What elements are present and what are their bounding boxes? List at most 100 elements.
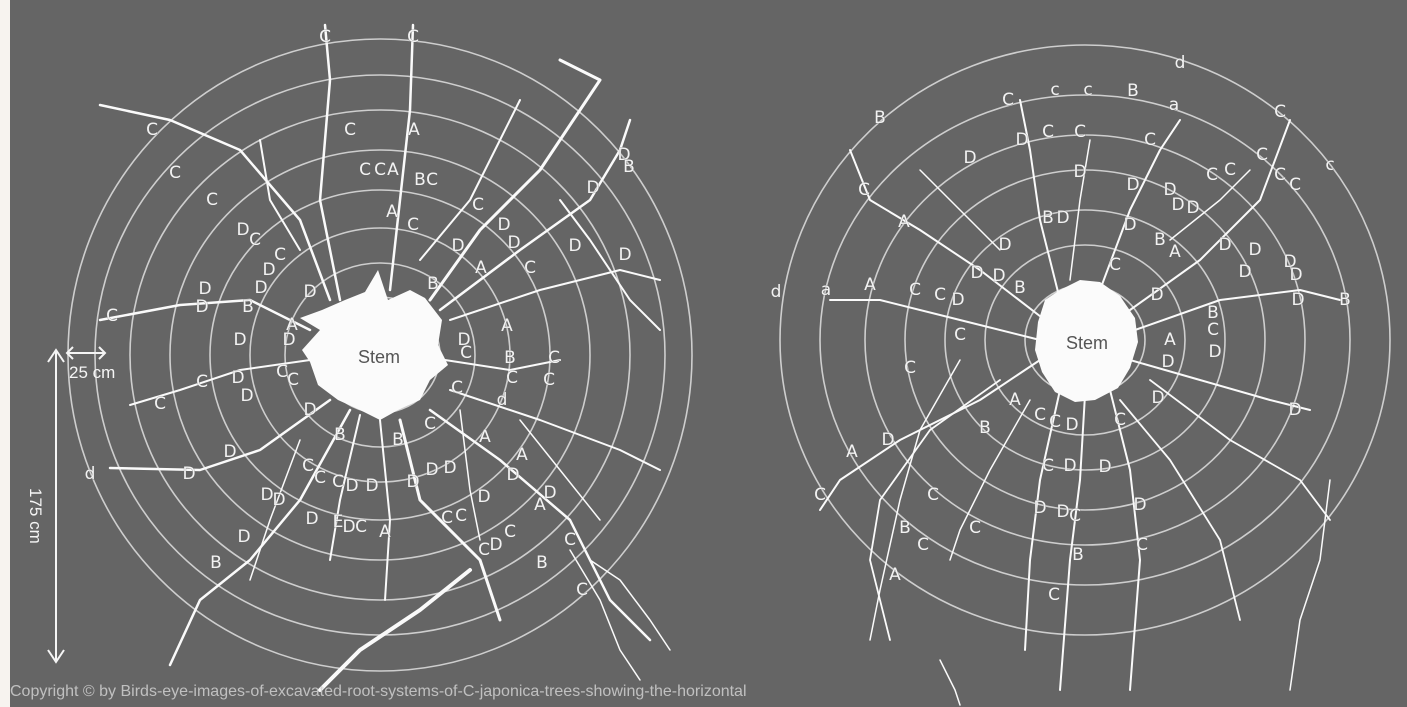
root-class-label: D bbox=[1288, 400, 1301, 420]
root-class-label: B bbox=[1339, 290, 1351, 310]
vertical-scale-bar: 175 cm bbox=[26, 348, 65, 664]
root-class-label: D bbox=[963, 148, 976, 168]
root-class-label: E bbox=[333, 512, 344, 532]
root-class-label: C bbox=[1114, 410, 1126, 430]
root-class-label: D bbox=[1098, 457, 1111, 477]
root-class-label: C bbox=[274, 245, 286, 265]
root-class-label: A bbox=[889, 565, 901, 585]
root-class-label: A bbox=[387, 160, 399, 180]
root-class-label: C bbox=[576, 580, 588, 600]
root-class-label: B bbox=[899, 518, 911, 538]
root-class-label: C bbox=[954, 325, 966, 345]
root-class-label: D bbox=[477, 487, 490, 507]
root-class-label: D bbox=[345, 476, 358, 496]
root-class-label: D bbox=[443, 458, 456, 478]
right-root-traces bbox=[819, 99, 1341, 706]
root-class-label: C bbox=[441, 508, 453, 528]
root-class-label: B bbox=[1127, 81, 1139, 101]
root-class-label: D bbox=[992, 266, 1005, 286]
root-class-label: A bbox=[479, 427, 491, 447]
root-class-label: C bbox=[319, 27, 331, 47]
root-class-label: D bbox=[262, 260, 275, 280]
root-class-label: C bbox=[196, 372, 208, 392]
root-class-label: D bbox=[236, 220, 249, 240]
root-class-label: C bbox=[302, 456, 314, 476]
root-class-label: C bbox=[969, 518, 981, 538]
right-stem-shape bbox=[1035, 280, 1138, 402]
left-stem-shape bbox=[300, 270, 448, 420]
root-class-label: D bbox=[223, 442, 236, 462]
root-class-label: C bbox=[814, 485, 826, 505]
root-class-label: C bbox=[1049, 412, 1061, 432]
root-class-label: A bbox=[864, 275, 876, 295]
horizontal-scale-bar: 25 cm bbox=[65, 346, 115, 382]
root-class-label: D bbox=[282, 330, 295, 350]
horizontal-scale-label: 25 cm bbox=[69, 363, 115, 382]
root-class-label: D bbox=[195, 297, 208, 317]
right-distance-rings bbox=[779, 44, 1391, 636]
root-class-label: C bbox=[332, 472, 344, 492]
root-class-label: C bbox=[927, 485, 939, 505]
root-class-label: D bbox=[365, 476, 378, 496]
root-class-label: C bbox=[426, 170, 438, 190]
root-class-label: B bbox=[414, 170, 426, 190]
root-class-label: C bbox=[407, 215, 419, 235]
root-class-label: C bbox=[548, 348, 560, 368]
root-class-label: D bbox=[1063, 456, 1076, 476]
root-class-label: C bbox=[1074, 122, 1086, 142]
root-class-label: D bbox=[1133, 495, 1146, 515]
root-class-label: a bbox=[821, 280, 831, 300]
root-class-label: D bbox=[617, 145, 630, 165]
root-class-label: D bbox=[1123, 215, 1136, 235]
root-class-label: D bbox=[457, 330, 470, 350]
root-class-label: d bbox=[85, 464, 96, 484]
root-class-label: D bbox=[303, 282, 316, 302]
root-class-label: D bbox=[237, 527, 250, 547]
root-class-label: D bbox=[406, 472, 419, 492]
root-class-label: C bbox=[106, 306, 118, 326]
root-class-label: C bbox=[1289, 175, 1301, 195]
root-class-label: D bbox=[1073, 162, 1086, 182]
root-class-label: d bbox=[1175, 53, 1186, 73]
root-class-label: D bbox=[1208, 342, 1221, 362]
root-class-label: C bbox=[455, 506, 467, 526]
root-class-label: C bbox=[146, 120, 158, 140]
root-class-label: A bbox=[475, 258, 487, 278]
root-class-label: B bbox=[1154, 230, 1166, 250]
root-class-label: D bbox=[182, 464, 195, 484]
root-class-label: D bbox=[1238, 262, 1251, 282]
root-class-label: D bbox=[586, 178, 599, 198]
root-class-label: C bbox=[472, 195, 484, 215]
root-class-label: D bbox=[425, 460, 438, 480]
vertical-scale-label: 175 cm bbox=[26, 488, 45, 544]
root-class-label: C bbox=[1034, 405, 1046, 425]
root-class-label: C bbox=[904, 358, 916, 378]
root-class-label: C bbox=[917, 535, 929, 555]
root-class-label: C bbox=[344, 120, 356, 140]
root-class-label: D bbox=[497, 215, 510, 235]
root-class-label: c bbox=[1050, 80, 1059, 100]
root-class-label: B bbox=[242, 297, 254, 317]
root-class-label: C bbox=[1224, 160, 1236, 180]
root-class-label: B bbox=[334, 425, 346, 445]
root-class-label: D bbox=[970, 263, 983, 283]
root-class-label: C bbox=[524, 258, 536, 278]
root-class-label: B bbox=[536, 553, 548, 573]
root-class-label: A bbox=[898, 212, 910, 232]
root-class-label: B bbox=[504, 348, 516, 368]
root-class-label: C bbox=[1136, 535, 1148, 555]
root-class-label: D bbox=[231, 368, 244, 388]
root-class-label: D bbox=[1065, 415, 1078, 435]
root-class-label: C bbox=[374, 160, 386, 180]
figure-panel bbox=[10, 0, 1407, 707]
root-class-label: C bbox=[934, 285, 946, 305]
root-class-label: D bbox=[1126, 175, 1139, 195]
root-class-label: C bbox=[424, 414, 436, 434]
root-class-label: A bbox=[408, 120, 420, 140]
root-class-label: C bbox=[451, 378, 463, 398]
root-class-label: D bbox=[1056, 208, 1069, 228]
root-class-label: A bbox=[1169, 242, 1181, 262]
root-class-label: D bbox=[881, 430, 894, 450]
